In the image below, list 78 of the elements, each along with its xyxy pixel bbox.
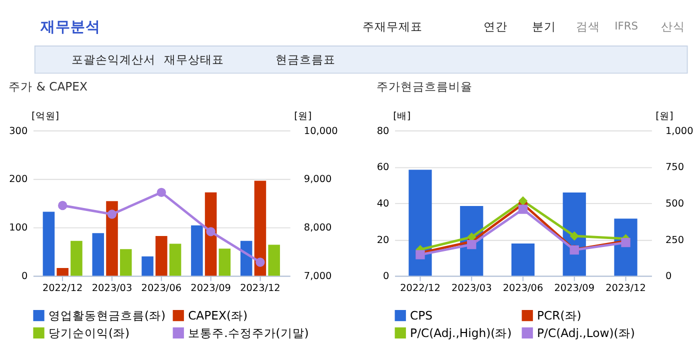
y2-tick-label: 10,000 (304, 126, 338, 137)
bar (268, 244, 280, 276)
y-tick-label: 0 (383, 271, 390, 282)
y2-tick-label: 250 (665, 234, 684, 246)
text: 재무분석 (40, 20, 101, 36)
y-tick-label: 40 (376, 198, 390, 210)
y2-tick-label: 9,000 (304, 174, 332, 186)
y2-tick-label: 750 (665, 162, 684, 174)
bar (408, 170, 432, 276)
bar (191, 225, 203, 276)
text: 분기 (532, 20, 556, 34)
legend-label: 영업활동현금흐름(좌) (48, 308, 166, 322)
x-tick-label: 2023/09 (554, 282, 594, 294)
bar (56, 268, 68, 276)
y2-tick-label: 500 (665, 198, 684, 210)
y-tick-label: 80 (376, 126, 390, 137)
text: IFRS (614, 20, 638, 33)
y-tick-label: 100 (9, 222, 28, 234)
bar (70, 240, 82, 276)
x-tick-label: 2023/06 (502, 282, 544, 294)
x-tick-label: 2022/12 (42, 282, 83, 294)
legend-label: 당기순이익(좌) (48, 326, 130, 340)
point (518, 196, 528, 206)
bar (254, 180, 266, 276)
y-tick-label: 20 (376, 234, 390, 246)
text: 현금흐름표 (275, 52, 336, 66)
point (467, 240, 476, 250)
bar (156, 236, 168, 276)
text: 주재무제표 (362, 20, 423, 34)
x-tick-label: 2023/12 (606, 282, 646, 294)
text: 재무상태표 (164, 52, 224, 66)
y-axis-title: [배] (393, 111, 411, 122)
x-tick-label: 2023/12 (240, 282, 280, 294)
y-tick-label: 60 (376, 162, 390, 174)
text: 연간 (484, 20, 508, 34)
legend-label: CAPEX(좌) (188, 308, 248, 322)
point (570, 231, 579, 241)
bar (169, 244, 182, 276)
y2-tick-label: 7,000 (304, 271, 332, 282)
x-tick-label: 2023/03 (92, 282, 132, 294)
point (58, 200, 68, 210)
y2-tick-label: 0 (665, 271, 672, 282)
bar (42, 212, 55, 276)
chart-title: 주가현금흐름비율 (376, 80, 472, 94)
y2-axis-title: [원] (294, 111, 312, 122)
legend-label: P/C(Adj.,High)(좌) (410, 326, 512, 340)
y2-tick-label: 8,000 (304, 222, 332, 234)
x-tick-label: 2023/06 (141, 282, 182, 294)
y-tick-label: 0 (21, 271, 28, 282)
bar (204, 192, 217, 276)
bar (511, 244, 535, 276)
point (206, 227, 216, 236)
legend-label: CPS (410, 308, 433, 322)
point (156, 188, 166, 198)
bar (240, 240, 252, 276)
chart-title: 주가 & CAPEX (8, 80, 88, 94)
x-tick-label: 2023/09 (190, 282, 231, 294)
legend-label: PCR(좌) (537, 308, 582, 322)
bar (106, 201, 118, 276)
y2-axis-title: [원] (656, 111, 674, 122)
y-tick-label: 300 (9, 126, 28, 137)
x-tick-label: 2022/12 (400, 282, 440, 294)
y-tick-label: 200 (9, 174, 28, 186)
text: 검색 (576, 20, 600, 34)
text: 포괄손익계산서 (72, 52, 156, 66)
bar (120, 249, 132, 276)
bar (218, 248, 231, 276)
bar (142, 256, 154, 276)
point (256, 258, 265, 267)
y-axis-title: [억원] (32, 111, 60, 122)
point (107, 210, 117, 219)
text: 산식 (661, 20, 686, 34)
bar (92, 233, 104, 276)
legend-label: 보통주.수정주가(기말) (188, 326, 309, 340)
legend-label: P/C(Adj.,Low)(좌) (537, 326, 635, 340)
x-tick-label: 2023/03 (451, 282, 492, 294)
y2-tick-label: 1,000 (665, 126, 694, 137)
point (518, 204, 528, 214)
